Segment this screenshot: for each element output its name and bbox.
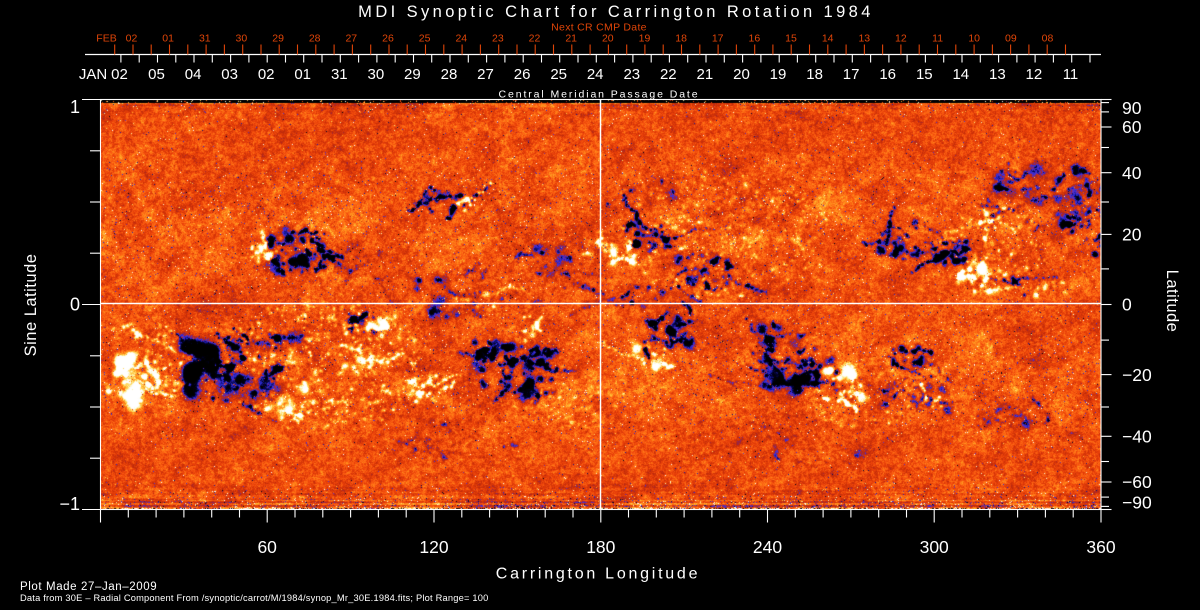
svg-text:19: 19	[639, 33, 651, 45]
svg-text:−20: −20	[1122, 365, 1152, 385]
svg-text:13: 13	[989, 66, 1006, 83]
svg-text:12: 12	[1026, 66, 1043, 83]
svg-text:−90: −90	[1122, 493, 1152, 513]
svg-text:30: 30	[368, 66, 385, 83]
svg-text:26: 26	[514, 66, 531, 83]
svg-text:16: 16	[749, 33, 761, 45]
svg-text:16: 16	[879, 66, 896, 83]
svg-text:27: 27	[345, 33, 357, 45]
svg-text:120: 120	[419, 537, 448, 557]
svg-text:240: 240	[753, 537, 782, 557]
svg-text:20: 20	[602, 33, 614, 45]
svg-text:FEB: FEB	[96, 33, 116, 45]
svg-text:11: 11	[1063, 66, 1079, 83]
svg-text:19: 19	[770, 66, 787, 83]
svg-text:20: 20	[733, 66, 750, 83]
svg-text:1: 1	[70, 97, 80, 117]
svg-text:180: 180	[586, 537, 615, 557]
svg-text:01: 01	[162, 33, 174, 45]
svg-text:09: 09	[1005, 33, 1017, 45]
svg-text:60: 60	[257, 537, 277, 557]
svg-text:0: 0	[1122, 295, 1132, 315]
svg-text:360: 360	[1086, 537, 1115, 557]
svg-text:12: 12	[895, 33, 907, 45]
svg-text:22: 22	[660, 66, 677, 83]
svg-text:Central Meridian Passage Date: Central Meridian Passage Date	[498, 89, 699, 101]
svg-text:11: 11	[932, 33, 943, 45]
svg-text:28: 28	[309, 33, 321, 45]
svg-text:24: 24	[455, 33, 467, 45]
svg-text:14: 14	[822, 33, 834, 45]
svg-text:08: 08	[1042, 33, 1054, 45]
svg-text:17: 17	[712, 33, 724, 45]
svg-text:04: 04	[185, 66, 202, 83]
svg-text:10: 10	[968, 33, 980, 45]
svg-text:23: 23	[623, 66, 640, 83]
svg-text:14: 14	[952, 66, 969, 83]
svg-text:60: 60	[1122, 117, 1142, 137]
svg-text:29: 29	[404, 66, 421, 83]
svg-text:28: 28	[441, 66, 458, 83]
svg-text:300: 300	[920, 537, 949, 557]
svg-text:Carrington Longitude: Carrington Longitude	[496, 566, 700, 583]
svg-text:0: 0	[70, 295, 80, 315]
svg-text:Latitude: Latitude	[1163, 270, 1181, 333]
svg-text:MDI Synoptic Chart for Carring: MDI Synoptic Chart for Carrington Rotati…	[358, 3, 874, 21]
svg-text:21: 21	[565, 33, 577, 45]
svg-text:Sine Latitude: Sine Latitude	[22, 254, 40, 357]
svg-text:18: 18	[806, 66, 823, 83]
svg-text:24: 24	[587, 66, 604, 83]
svg-text:02: 02	[111, 66, 128, 83]
svg-text:21: 21	[697, 66, 714, 83]
svg-text:40: 40	[1122, 163, 1142, 183]
svg-text:−60: −60	[1122, 472, 1152, 492]
svg-text:15: 15	[785, 33, 797, 45]
svg-text:Plot Made 27–Jan–2009: Plot Made 27–Jan–2009	[20, 581, 157, 593]
svg-text:23: 23	[492, 33, 504, 45]
svg-text:18: 18	[675, 33, 687, 45]
svg-text:25: 25	[419, 33, 431, 45]
svg-text:31: 31	[331, 66, 348, 83]
svg-text:25: 25	[550, 66, 567, 83]
svg-text:31: 31	[199, 33, 211, 45]
svg-text:05: 05	[148, 66, 165, 83]
svg-text:Data from 30E – Radial Compone: Data from 30E – Radial Component From /s…	[20, 593, 489, 603]
svg-text:26: 26	[382, 33, 394, 45]
svg-text:Next CR CMP Date: Next CR CMP Date	[551, 22, 647, 34]
svg-text:02: 02	[258, 66, 275, 83]
svg-text:17: 17	[843, 66, 860, 83]
svg-text:13: 13	[858, 33, 870, 45]
svg-text:90: 90	[1122, 98, 1142, 118]
svg-text:22: 22	[529, 33, 541, 45]
svg-text:27: 27	[477, 66, 494, 83]
svg-text:20: 20	[1122, 225, 1142, 245]
svg-text:−1: −1	[59, 494, 80, 514]
svg-text:30: 30	[236, 33, 248, 45]
svg-text:−40: −40	[1122, 427, 1152, 447]
svg-text:01: 01	[294, 66, 311, 83]
svg-text:JAN: JAN	[79, 66, 107, 83]
svg-text:15: 15	[916, 66, 933, 83]
svg-text:29: 29	[272, 33, 284, 45]
svg-text:02: 02	[126, 33, 138, 45]
svg-text:03: 03	[221, 66, 238, 83]
